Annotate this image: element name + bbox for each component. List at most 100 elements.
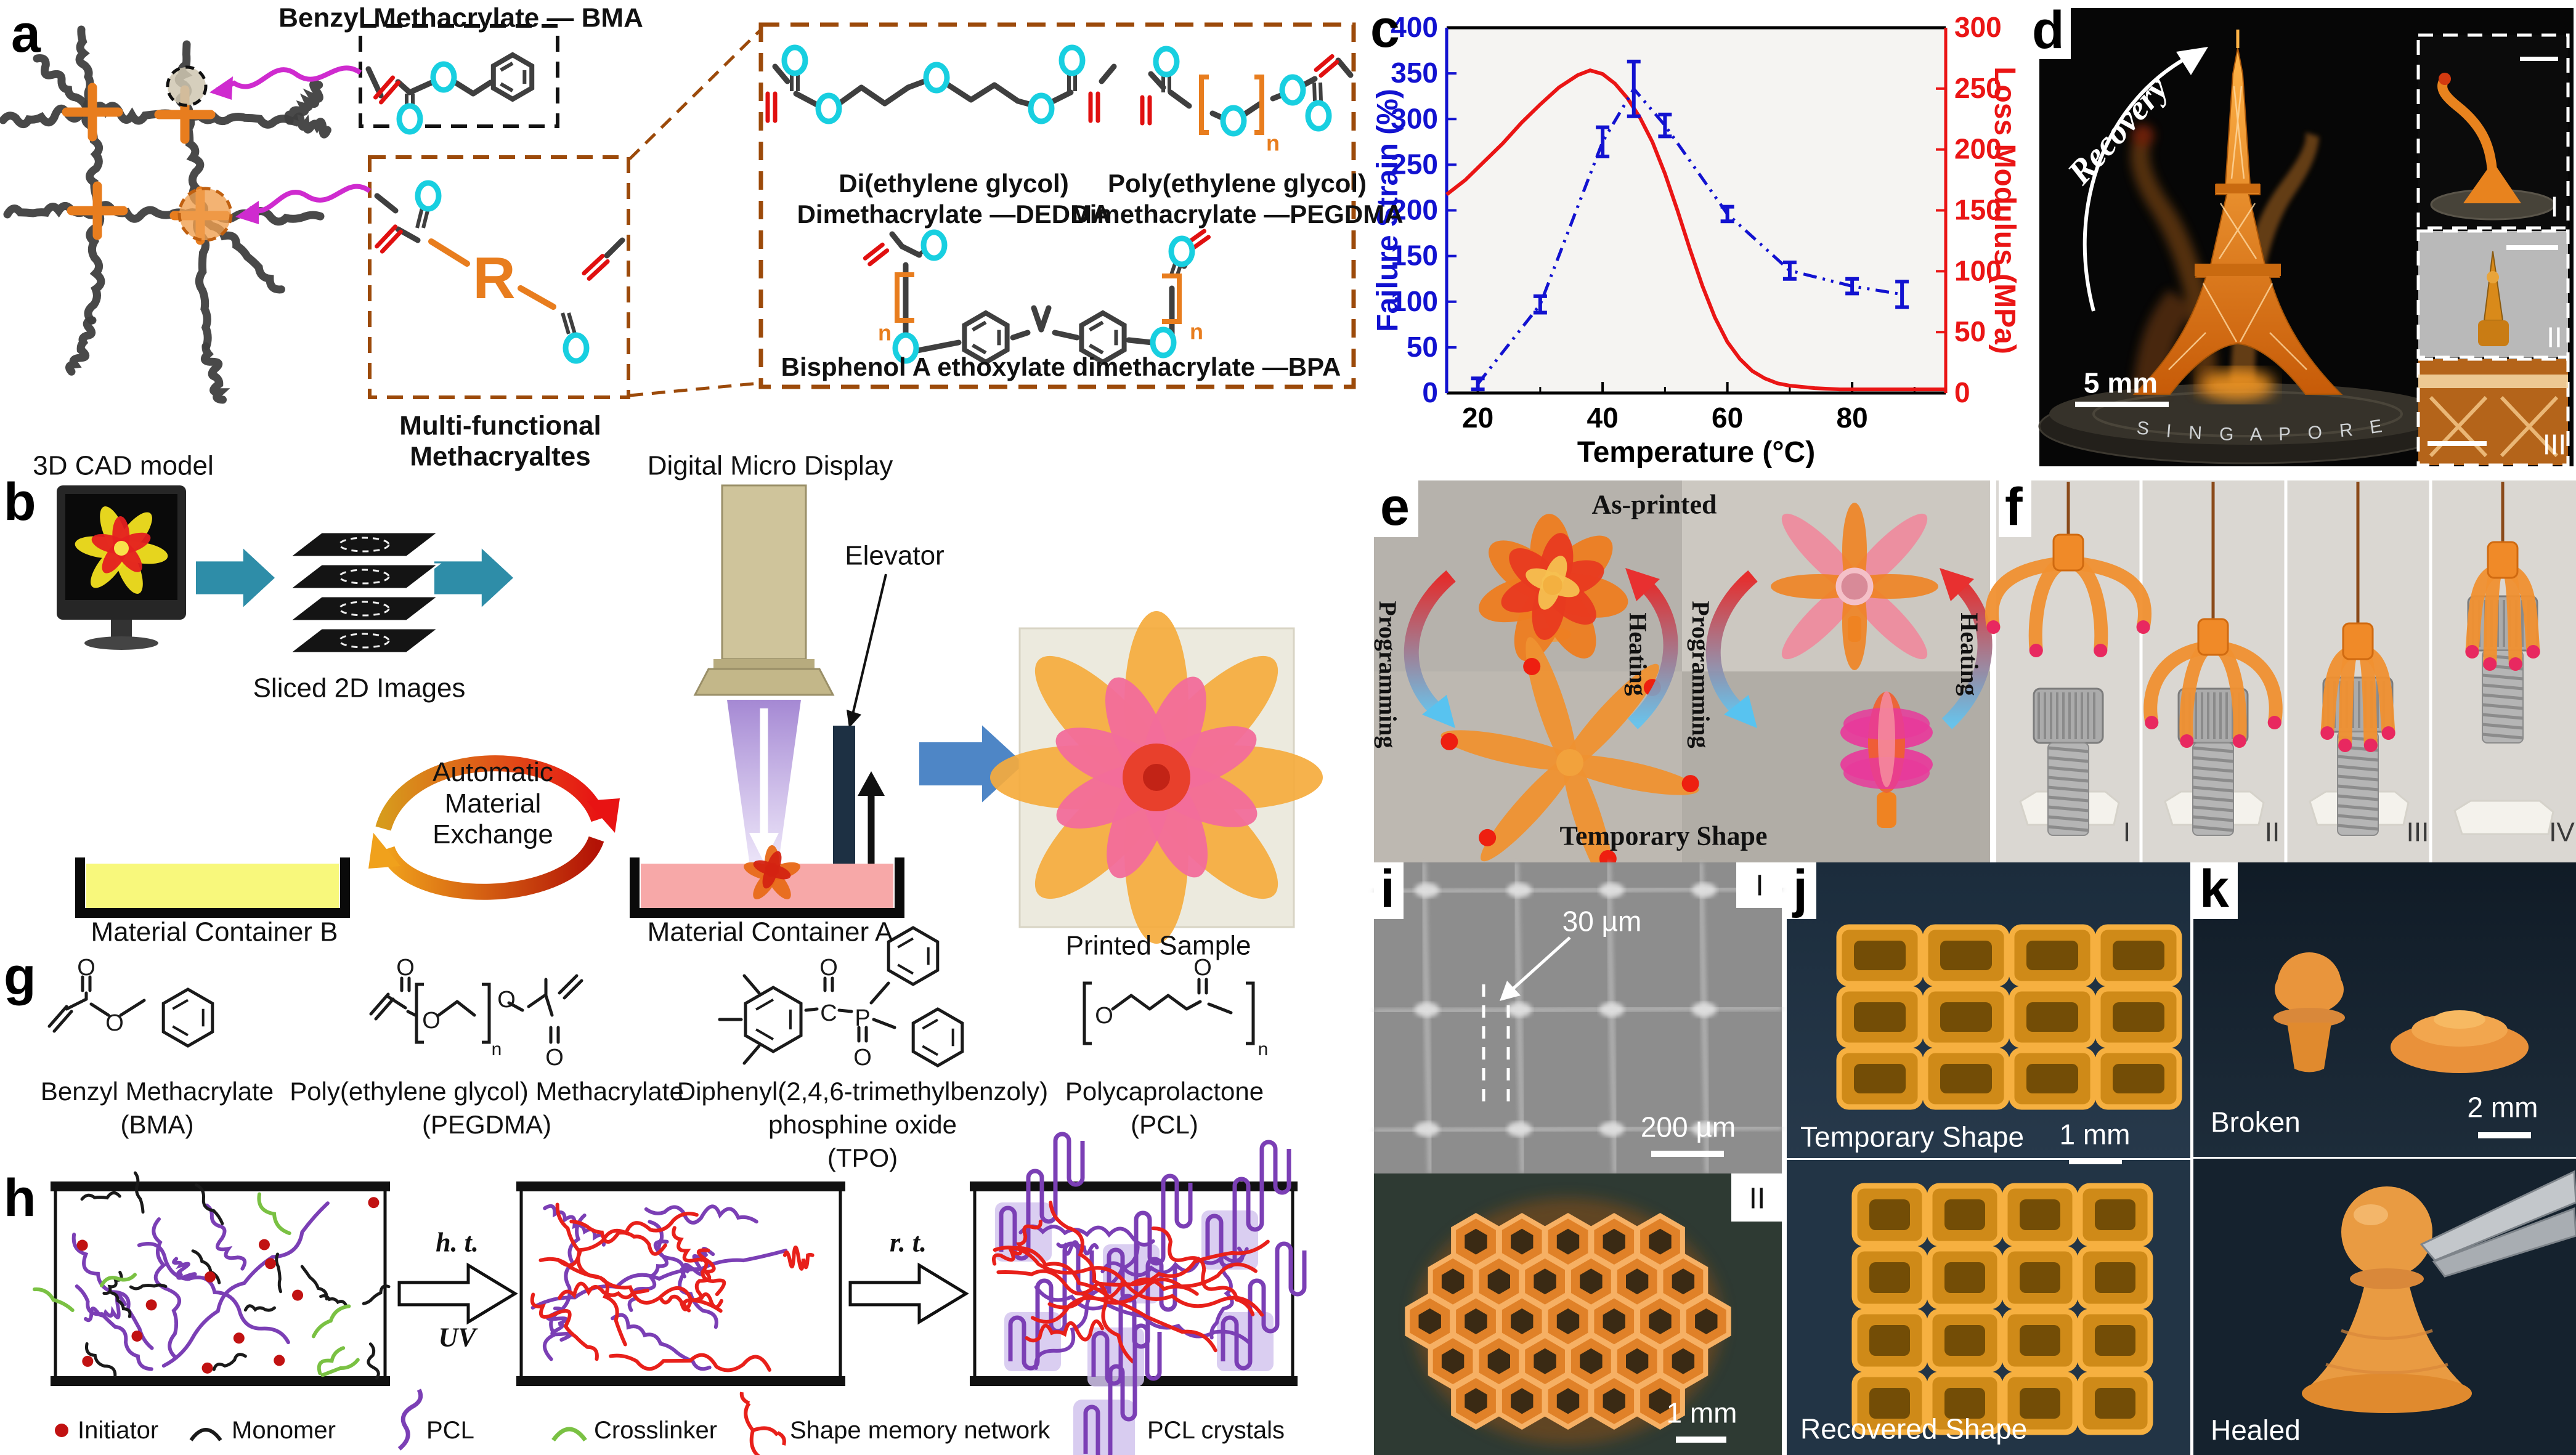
pcl-icon: [397, 1388, 423, 1451]
y-left-tick-label: 0: [1422, 376, 1438, 408]
gripper-hub: [2487, 541, 2519, 579]
f-numeral-4: IV: [2549, 817, 2575, 848]
recovery-arrow: [2082, 52, 2195, 312]
polymer-strand: [284, 79, 323, 125]
oxygen-ring: [1220, 105, 1247, 137]
f-numeral-2: II: [2264, 817, 2280, 848]
bma-highlight-node: [166, 65, 208, 107]
projector-body: [721, 484, 807, 660]
healed-pawn: [2302, 1186, 2472, 1413]
x-tick-label: 20: [1462, 402, 1493, 434]
g-tpo-name-2: phosphine oxide: [768, 1109, 957, 1139]
gripper-claw: [2143, 641, 2215, 729]
gripper-claw: [2483, 564, 2505, 671]
curing-mechanism-schematic: [33, 1132, 1307, 1455]
legend-icons: [55, 1323, 1162, 1455]
temporary-shape-label-j: Temporary Shape: [1800, 1121, 2025, 1153]
gripper-hub: [2342, 622, 2374, 660]
as-printed-label: As-printed: [1591, 489, 1717, 520]
scale-5mm-label: 5 mm: [2083, 367, 2158, 399]
healed-label: Healed: [2211, 1414, 2301, 1446]
multi-label-2: Methacryaltes: [410, 441, 591, 472]
heating-arrow-right: [1941, 574, 1993, 729]
inset-iii-numeral: III: [2542, 428, 2567, 461]
bma-dashed-box: [359, 24, 559, 128]
y-right-tick-label: 50: [1954, 315, 1986, 347]
g-tpo-name-1: Diphenyl(2,4,6-trimethylbenzoly): [677, 1076, 1049, 1106]
oxygen-ring: [1279, 74, 1306, 106]
white-nut: [2453, 800, 2554, 835]
broken-pieces: [2273, 952, 2529, 1073]
bpa-label: Bisphenol A ethoxylate dimethacrylate —B…: [781, 352, 1341, 381]
heating-label-right: Heating: [1956, 612, 1983, 696]
polymer-strand: [33, 54, 97, 116]
amx-label: Automatic Material Exchange: [433, 757, 553, 850]
i-1mm-label: 1 mm: [1666, 1396, 1737, 1429]
ht-label: h. t.: [436, 1227, 479, 1258]
oxygen-ring: [1153, 46, 1180, 78]
gripper-claw: [2501, 564, 2522, 671]
polymer-network-schematic: [0, 25, 331, 404]
gripper-claw: [2338, 645, 2360, 752]
heating-arrow-left: [1627, 574, 1678, 729]
oxygen-ring: [1028, 92, 1055, 124]
broken-label: Broken: [2211, 1106, 2301, 1138]
gripper-hub: [2197, 618, 2229, 656]
atom-label: O: [853, 1045, 872, 1071]
panel-letter-d: d: [2032, 4, 2071, 59]
container-b-label: Material Container B: [91, 917, 338, 947]
atom-label: O: [1193, 955, 1212, 981]
panel-letter-e: e: [1374, 480, 1418, 537]
flow-arrow: [434, 548, 513, 607]
magenta-arrow-multi: [247, 184, 372, 214]
self-healing-photos: [2193, 862, 2576, 1455]
y-left-tick-label: 200: [1391, 194, 1438, 226]
scalebar-200um: [1651, 1151, 1724, 1157]
rt-label: r. t.: [890, 1227, 927, 1258]
atom-label: O: [396, 955, 415, 981]
g-pegdma-abbr: (PEGDMA): [422, 1109, 551, 1139]
printing-process-diagram: [57, 484, 1323, 944]
elevator-label: Elevator: [845, 540, 945, 571]
panel-letter-f: f: [1999, 480, 2031, 537]
atom-label: n: [492, 1039, 502, 1060]
oxygen-ring: [1168, 235, 1195, 267]
oxygen-ring: [430, 61, 457, 93]
programming-label-left: Programming: [1374, 601, 1402, 748]
legend-pcl: PCL: [426, 1417, 474, 1444]
y-left-axis-title: Failure Strain (%): [1371, 89, 1404, 332]
atom-label: O: [545, 1045, 564, 1071]
n-subscript-bpa-left: n: [878, 320, 892, 346]
y-right-tick-label: 0: [1954, 376, 1970, 408]
shape-memory-cycle-photos: [1374, 480, 1993, 888]
oxygen-ring: [920, 229, 948, 261]
scalebar-1mm-j: [2069, 1158, 2122, 1164]
oxygen-ring: [415, 180, 442, 212]
n-subscript-bpa-right: n: [1190, 318, 1203, 344]
atom-label: C: [820, 1000, 837, 1026]
heating-label-left: Heating: [1624, 612, 1652, 696]
pegdma-label-1: Poly(ethylene glycol): [1107, 168, 1367, 198]
benzene-ring: [1079, 310, 1127, 365]
y-right-axis-title: Loss Modulus (MPa): [1988, 67, 2021, 354]
dma-chart: 0 50 100 150 200 250 300 350 400 0 50 100 150 200 250 3…: [1371, 11, 2021, 469]
atom-label: O: [77, 955, 95, 981]
panel-letter-a: a: [11, 4, 41, 63]
f-numeral-3: III: [2406, 817, 2429, 848]
atom-label: n: [1258, 1039, 1269, 1060]
i-numeral-2: II: [1749, 1182, 1766, 1215]
g-pcl-abbr: (PCL): [1131, 1109, 1198, 1139]
atom-label: O: [105, 1010, 124, 1036]
tweezers: [2420, 1170, 2576, 1278]
legend-initiator: Initiator: [78, 1417, 159, 1444]
oxygen-ring: [396, 103, 423, 135]
sem-200um-label: 200 µm: [1640, 1111, 1736, 1143]
inset-iii: [2416, 357, 2570, 467]
y-left-tick-label: 50: [1407, 331, 1438, 363]
oxygen-ring: [815, 92, 842, 124]
eiffel-tower-photo: S I N G A P O R E: [2038, 8, 2574, 467]
polymer-strand: [200, 342, 230, 404]
crosslink-highlight-node: [177, 187, 233, 242]
panel-letter-h: h: [4, 1169, 36, 1228]
